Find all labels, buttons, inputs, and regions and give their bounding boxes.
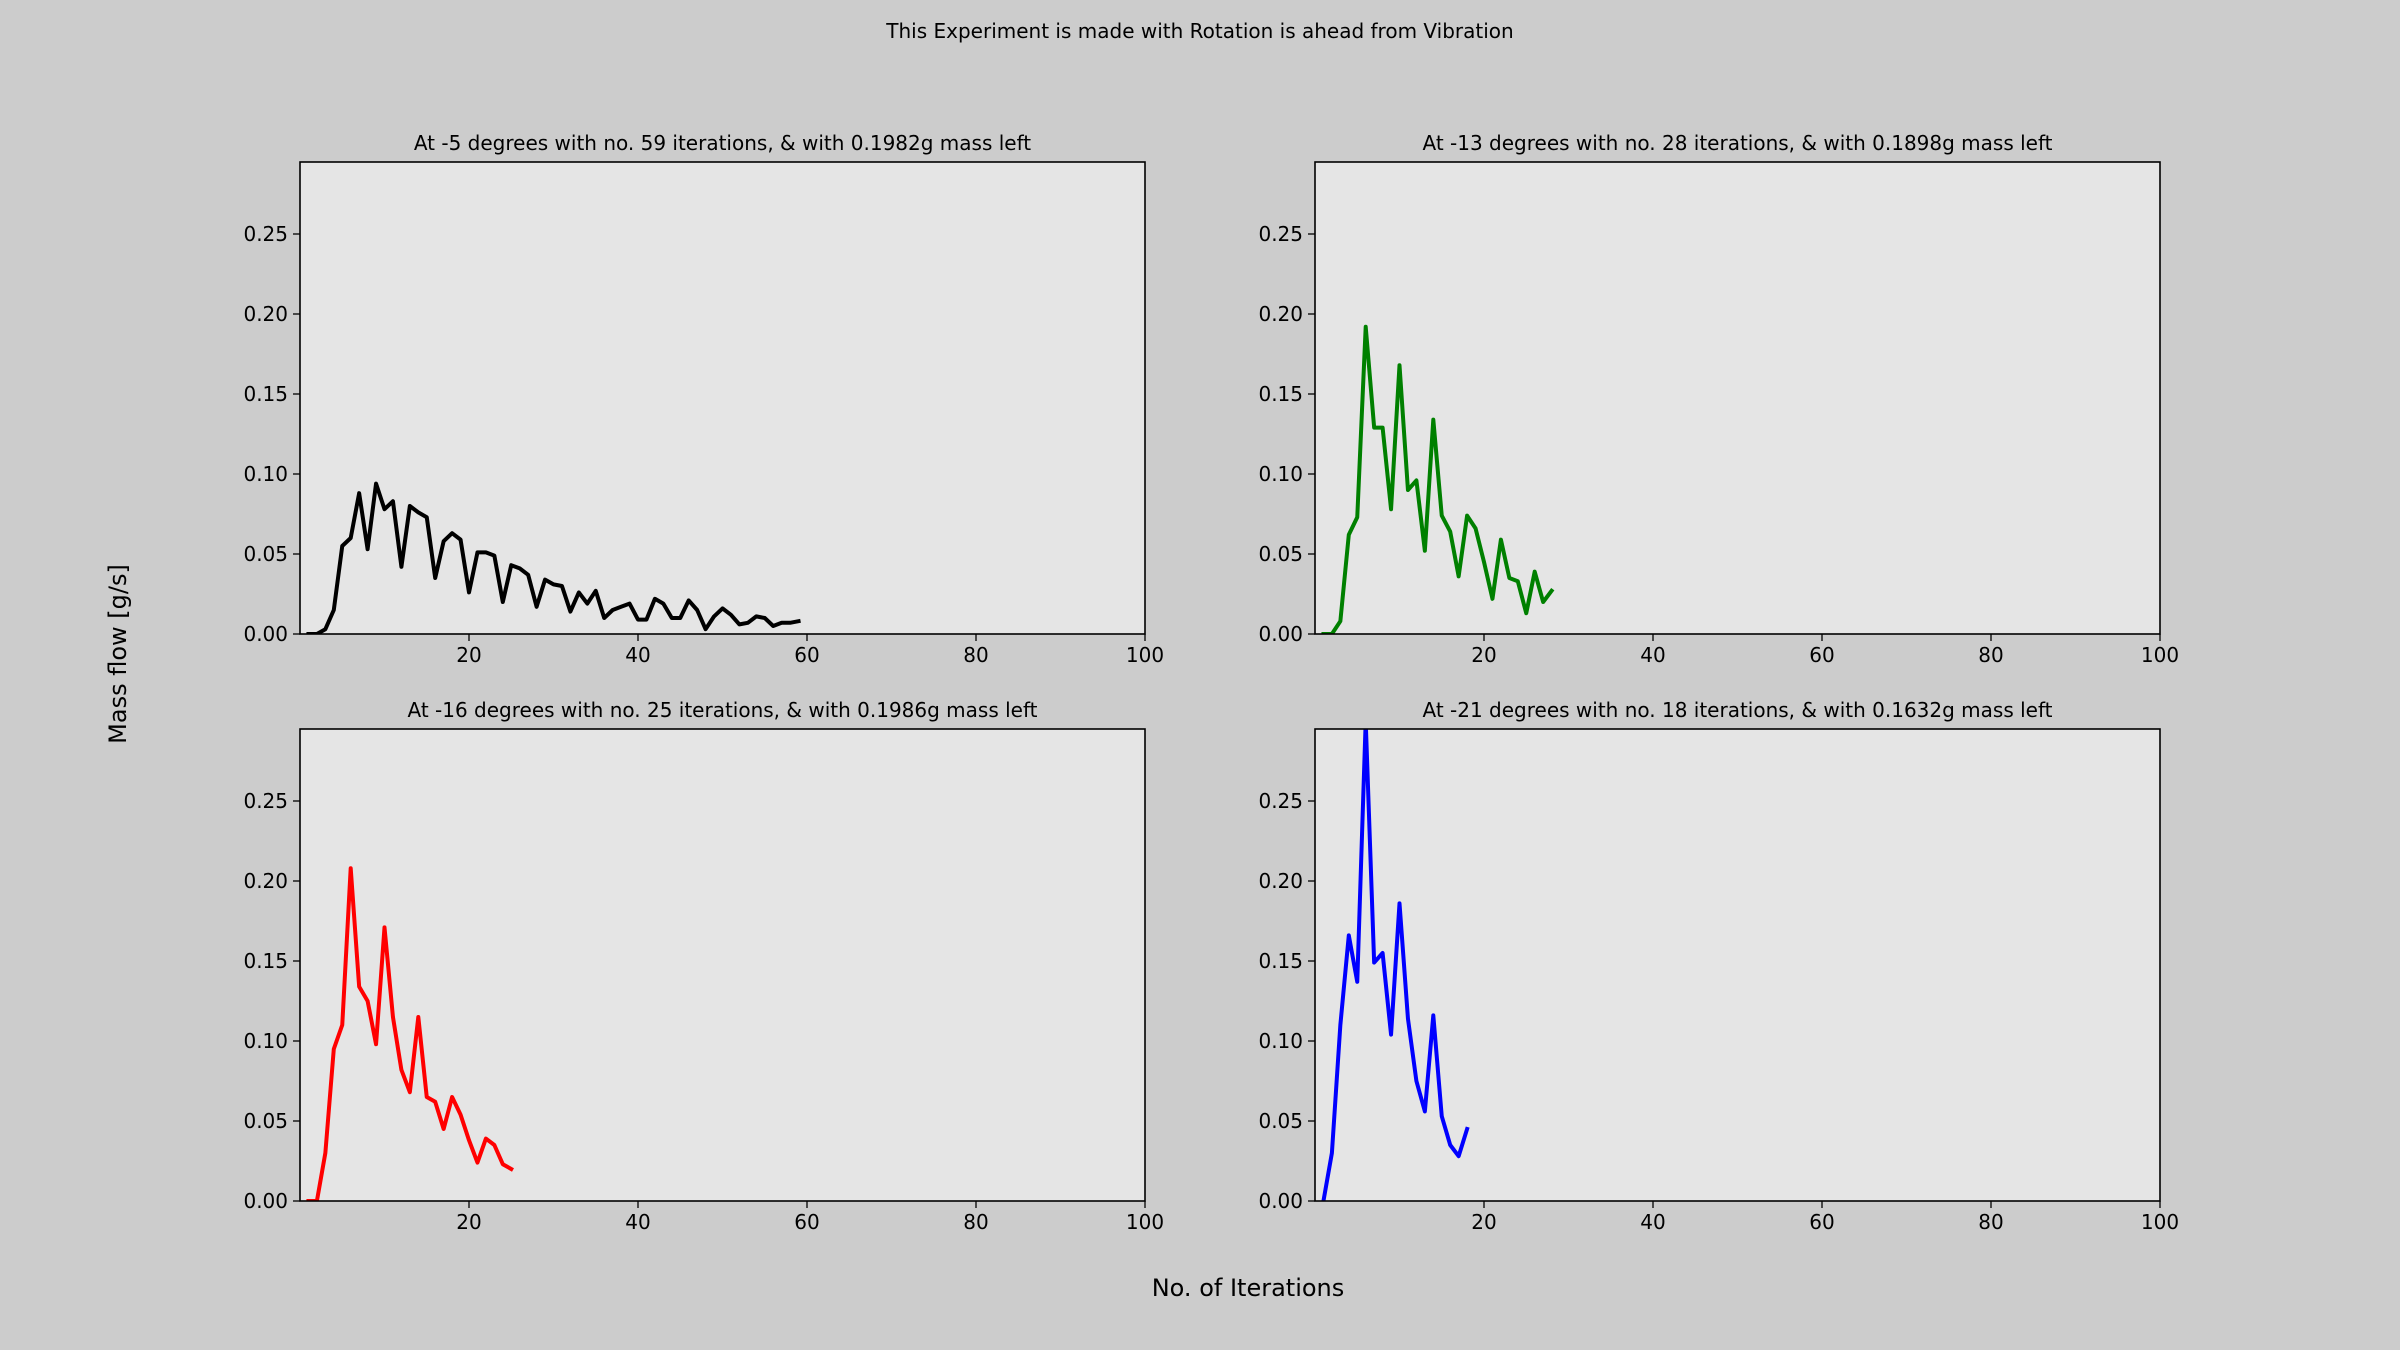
axes-frame	[1314, 728, 2161, 1202]
x-tick-label: 60	[794, 643, 819, 667]
figure-suptitle: This Experiment is made with Rotation is…	[885, 19, 1513, 43]
x-tick-label: 60	[1809, 1210, 1834, 1234]
y-tick-label: 0.25	[243, 789, 288, 813]
x-tick-label: 80	[963, 643, 988, 667]
x-tick-label: 60	[794, 1210, 819, 1234]
y-tick-label: 0.10	[1258, 1029, 1303, 1053]
y-tick-label: 0.20	[243, 302, 288, 326]
y-tick-label: 0.25	[1258, 789, 1303, 813]
x-tick-label: 40	[1640, 643, 1665, 667]
y-tick-label: 0.15	[1258, 382, 1303, 406]
y-tick-label: 0.20	[243, 869, 288, 893]
x-tick-label: 100	[1126, 643, 1164, 667]
x-tick-label: 40	[625, 1210, 650, 1234]
subplot-title: At -16 degrees with no. 25 iterations, &…	[407, 698, 1037, 722]
axes-frame	[299, 728, 1146, 1202]
subplot-title: At -21 degrees with no. 18 iterations, &…	[1422, 698, 2052, 722]
subplot-title: At -5 degrees with no. 59 iterations, & …	[414, 131, 1031, 155]
series-line	[306, 866, 514, 1201]
y-tick-label: 0.10	[1258, 462, 1303, 486]
x-tick-label: 100	[2141, 1210, 2179, 1234]
plot-area	[1315, 729, 2160, 1201]
figure-xlabel: No. of Iterations	[1152, 1274, 1345, 1302]
x-tick-label: 20	[1471, 643, 1496, 667]
subplot-4: 20 40 60 80 100 0.00 0.05 0.10 0.15 0.20 0.25 At -2…	[1258, 698, 2179, 1234]
y-tick-label: 0.10	[243, 1029, 288, 1053]
y-tick-label: 0.05	[243, 542, 288, 566]
y-tick-label: 0.05	[1258, 1109, 1303, 1133]
y-tick-label: 0.25	[1258, 222, 1303, 246]
y-tick-label: 0.00	[1258, 1189, 1303, 1213]
x-tick-label: 100	[1126, 1210, 1164, 1234]
series-line	[1321, 729, 1470, 1201]
x-tick-label: 80	[963, 1210, 988, 1234]
axes-frame	[299, 161, 1146, 635]
y-tick-label: 0.20	[1258, 869, 1303, 893]
y-tick-label: 0.05	[1258, 542, 1303, 566]
plot-area	[1315, 162, 2160, 634]
y-tick-label: 0.15	[243, 949, 288, 973]
y-tick-label: 0.00	[1258, 622, 1303, 646]
x-tick-label: 60	[1809, 643, 1834, 667]
x-tick-label: 20	[1471, 1210, 1496, 1234]
y-tick-label: 0.05	[243, 1109, 288, 1133]
y-tick-label: 0.20	[1258, 302, 1303, 326]
subplot-2: 20 40 60 80 100 0.00 0.05 0.10 0.15 0.20 0.25 At -1…	[1258, 131, 2179, 667]
subplot-3: 20 40 60 80 100 0.00 0.05 0.10 0.15 0.20 0.25 At -1…	[243, 698, 1164, 1234]
series-line	[1321, 324, 1555, 634]
y-tick-label: 0.00	[243, 1189, 288, 1213]
y-tick-label: 0.15	[1258, 949, 1303, 973]
x-tick-label: 20	[456, 1210, 481, 1234]
subplot-title: At -13 degrees with no. 28 iterations, &…	[1422, 131, 2052, 155]
plot-area	[300, 729, 1145, 1201]
x-tick-label: 40	[625, 643, 650, 667]
y-tick-label: 0.00	[243, 622, 288, 646]
series-line	[306, 481, 801, 634]
x-tick-label: 20	[456, 643, 481, 667]
figure-ylabel: Mass flow [g/s]	[104, 564, 132, 744]
x-tick-label: 80	[1978, 1210, 2003, 1234]
x-tick-label: 100	[2141, 643, 2179, 667]
y-tick-label: 0.25	[243, 222, 288, 246]
axes-frame	[1314, 161, 2161, 635]
x-tick-label: 40	[1640, 1210, 1665, 1234]
y-tick-label: 0.15	[243, 382, 288, 406]
plot-area	[300, 162, 1145, 634]
subplot-1: 20 40 60 80 100 0.00 0.05 0.10 0.15 0.20 0.25 At -5…	[243, 131, 1164, 667]
x-tick-label: 80	[1978, 643, 2003, 667]
y-tick-label: 0.10	[243, 462, 288, 486]
